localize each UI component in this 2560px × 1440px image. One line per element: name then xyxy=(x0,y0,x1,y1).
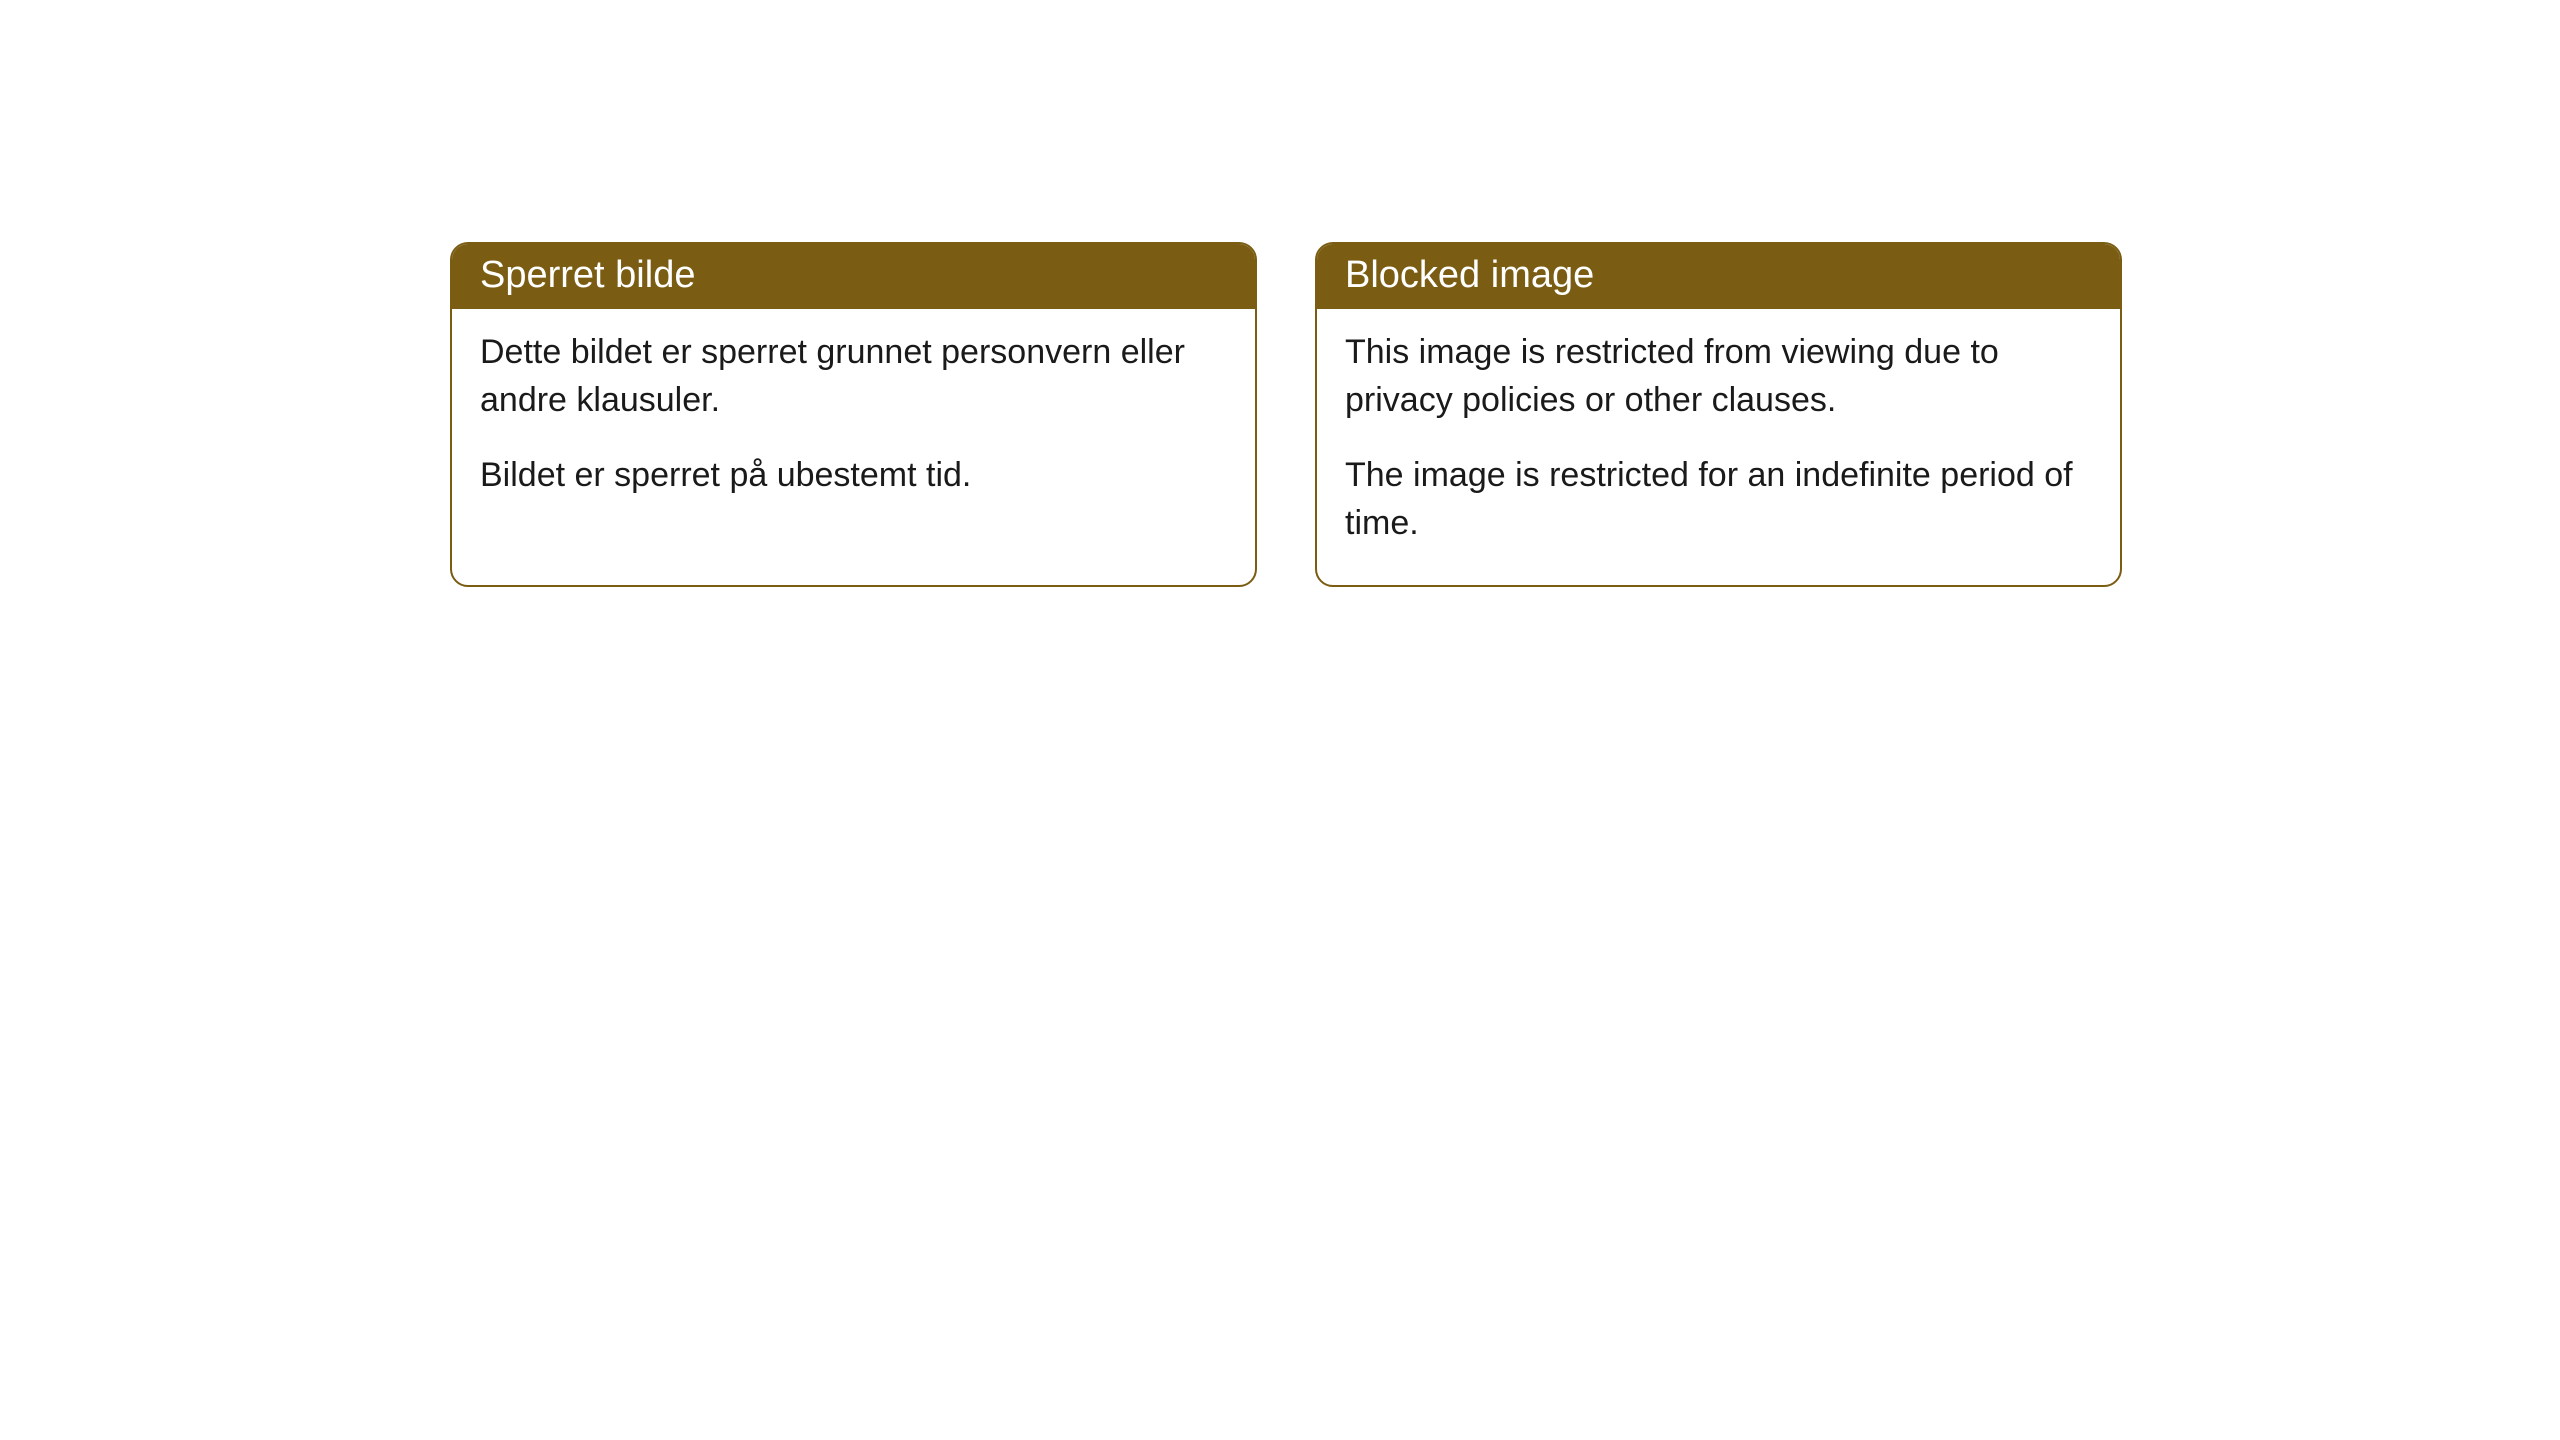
card-header-english: Blocked image xyxy=(1317,244,2120,309)
card-body-norwegian: Dette bildet er sperret grunnet personve… xyxy=(452,309,1255,538)
card-paragraph-2-english: The image is restricted for an indefinit… xyxy=(1345,452,2092,547)
card-paragraph-1-english: This image is restricted from viewing du… xyxy=(1345,329,2092,424)
card-paragraph-1-norwegian: Dette bildet er sperret grunnet personve… xyxy=(480,329,1227,424)
blocked-image-card-english: Blocked image This image is restricted f… xyxy=(1315,242,2122,587)
notification-cards-container: Sperret bilde Dette bildet er sperret gr… xyxy=(450,242,2122,587)
card-title-norwegian: Sperret bilde xyxy=(480,254,695,296)
card-body-english: This image is restricted from viewing du… xyxy=(1317,309,2120,585)
card-paragraph-2-norwegian: Bildet er sperret på ubestemt tid. xyxy=(480,452,1227,500)
card-header-norwegian: Sperret bilde xyxy=(452,244,1255,309)
blocked-image-card-norwegian: Sperret bilde Dette bildet er sperret gr… xyxy=(450,242,1257,587)
card-title-english: Blocked image xyxy=(1345,254,1594,296)
